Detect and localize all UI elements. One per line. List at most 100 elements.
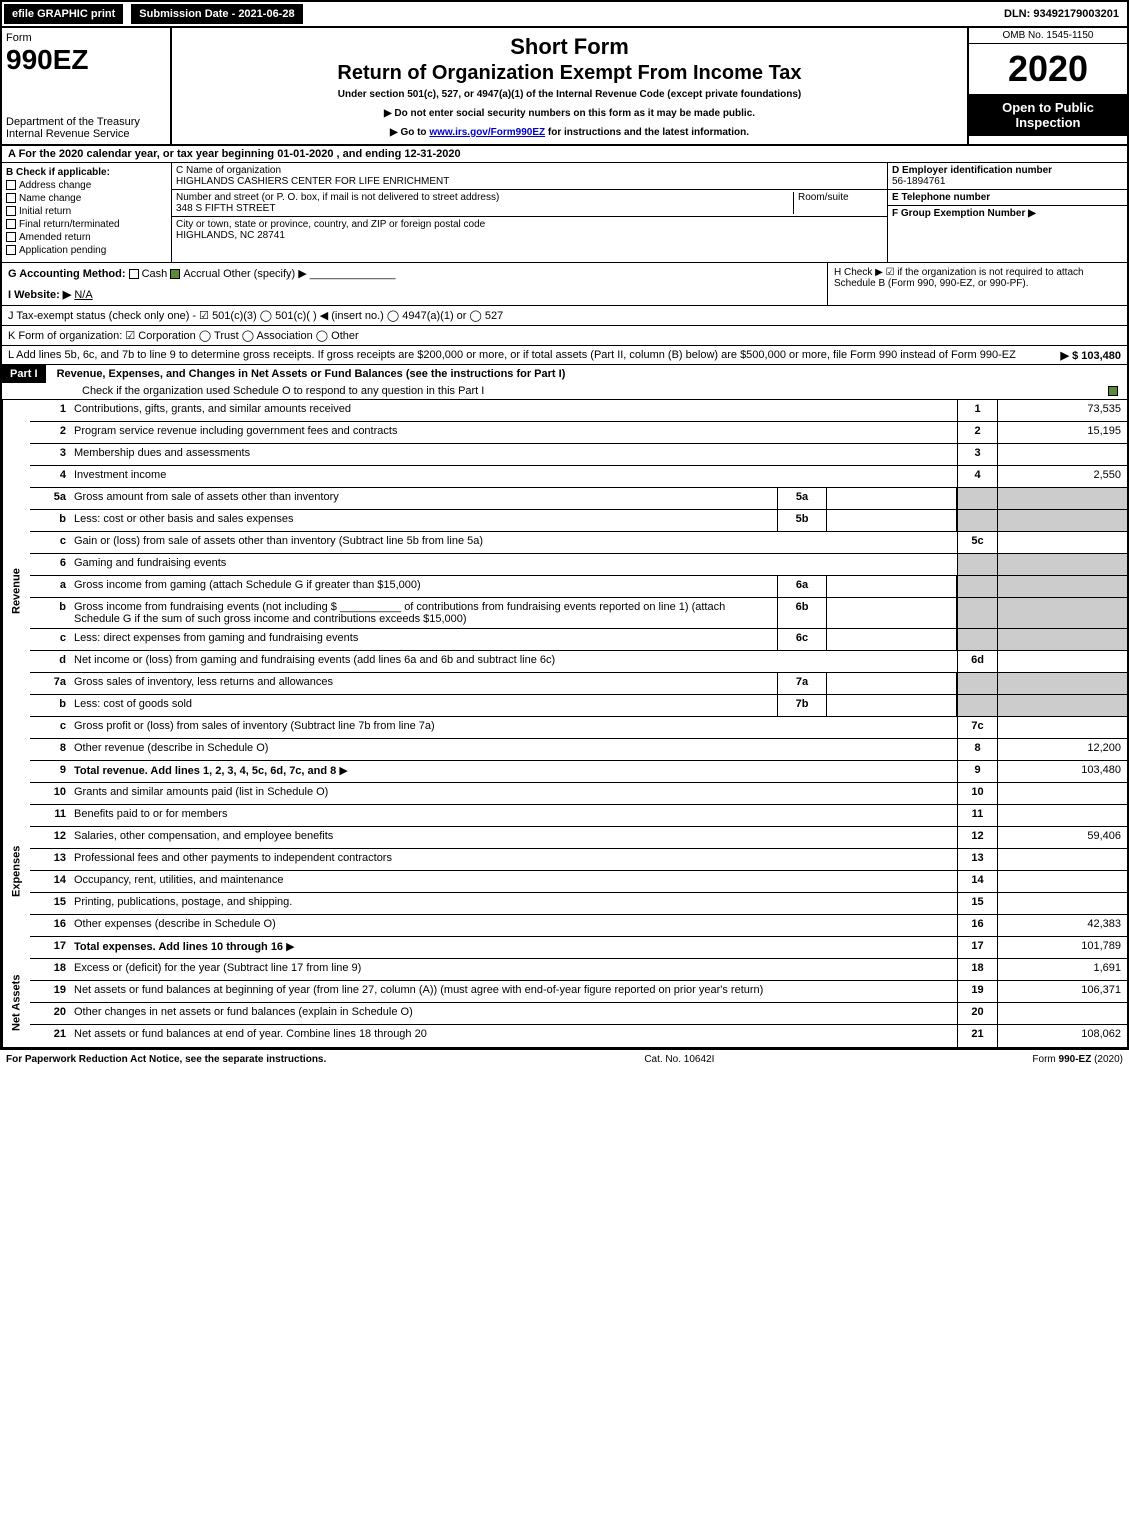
- chk-initial-return[interactable]: Initial return: [6, 206, 167, 217]
- line-6c: cLess: direct expenses from gaming and f…: [30, 629, 1127, 651]
- chk-application-pending[interactable]: Application pending: [6, 245, 167, 256]
- l6b-bv: [827, 598, 957, 628]
- note-goto-pre: ▶ Go to: [390, 127, 429, 138]
- line-21: 21Net assets or fund balances at end of …: [30, 1025, 1127, 1047]
- title-return: Return of Organization Exempt From Incom…: [178, 62, 961, 85]
- line-18: 18Excess or (deficit) for the year (Subt…: [30, 959, 1127, 981]
- part1-check-text: Check if the organization used Schedule …: [82, 385, 484, 397]
- l16-num: 16: [30, 915, 70, 936]
- row-l: L Add lines 5b, 6c, and 7b to line 9 to …: [0, 346, 1129, 365]
- line-15: 15Printing, publications, postage, and s…: [30, 893, 1127, 915]
- l1-desc: Contributions, gifts, grants, and simila…: [70, 400, 957, 421]
- l6a-num: a: [30, 576, 70, 597]
- l6c-num: c: [30, 629, 70, 650]
- l4-rn: 4: [957, 466, 997, 487]
- efile-print-button[interactable]: efile GRAPHIC print: [4, 4, 123, 24]
- box-c: C Name of organization HIGHLANDS CASHIER…: [172, 163, 887, 262]
- l16-val: 42,383: [997, 915, 1127, 936]
- dept-label: Department of the Treasury: [6, 116, 166, 128]
- l6c-bv: [827, 629, 957, 650]
- l11-num: 11: [30, 805, 70, 826]
- l17-val: 101,789: [997, 937, 1127, 958]
- chk-address-change[interactable]: Address change: [6, 180, 167, 191]
- chk-cash[interactable]: [129, 269, 139, 279]
- l9-rn: 9: [957, 761, 997, 782]
- l19-val: 106,371: [997, 981, 1127, 1002]
- revenue-section: Revenue 1Contributions, gifts, grants, a…: [0, 400, 1129, 783]
- chk-accrual[interactable]: [170, 269, 180, 279]
- l15-num: 15: [30, 893, 70, 914]
- l7c-num: c: [30, 717, 70, 738]
- l18-num: 18: [30, 959, 70, 980]
- line-11: 11Benefits paid to or for members11: [30, 805, 1127, 827]
- chk-amended-return[interactable]: Amended return: [6, 232, 167, 243]
- l1-rn: 1: [957, 400, 997, 421]
- l4-desc: Investment income: [70, 466, 957, 487]
- dln-label: DLN: 93492179003201: [996, 4, 1127, 24]
- room-suite-label: Room/suite: [793, 192, 883, 214]
- footer-left: For Paperwork Reduction Act Notice, see …: [6, 1054, 326, 1065]
- l6b-box: 6b: [777, 598, 827, 628]
- l6c-rn: [957, 629, 997, 650]
- line-9: 9Total revenue. Add lines 1, 2, 3, 4, 5c…: [30, 761, 1127, 783]
- l17-num: 17: [30, 937, 70, 958]
- footer-mid: Cat. No. 10642I: [644, 1054, 714, 1065]
- part1-check-line: Check if the organization used Schedule …: [2, 383, 1127, 399]
- l8-rn: 8: [957, 739, 997, 760]
- line-6d: dNet income or (loss) from gaming and fu…: [30, 651, 1127, 673]
- l6c-desc: Less: direct expenses from gaming and fu…: [70, 629, 777, 650]
- line-20: 20Other changes in net assets or fund ba…: [30, 1003, 1127, 1025]
- l5c-val: [997, 532, 1127, 553]
- l7b-bv: [827, 695, 957, 716]
- l5a-desc: Gross amount from sale of assets other t…: [70, 488, 777, 509]
- l6a-box: 6a: [777, 576, 827, 597]
- l20-desc: Other changes in net assets or fund bala…: [70, 1003, 957, 1024]
- footer-right: Form 990-EZ (2020): [1032, 1054, 1123, 1065]
- chk-name-change[interactable]: Name change: [6, 193, 167, 204]
- l21-val: 108,062: [997, 1025, 1127, 1047]
- l1-num: 1: [30, 400, 70, 421]
- l6b-val: [997, 598, 1127, 628]
- submission-date-button[interactable]: Submission Date - 2021-06-28: [131, 4, 302, 24]
- chk-schedule-o[interactable]: [1108, 386, 1118, 396]
- opt-accrual: Accrual: [183, 268, 220, 280]
- line-10: 10Grants and similar amounts paid (list …: [30, 783, 1127, 805]
- l7c-desc: Gross profit or (loss) from sales of inv…: [70, 717, 957, 738]
- row-gh: G Accounting Method: Cash Accrual Other …: [0, 263, 1129, 306]
- l5a-num: 5a: [30, 488, 70, 509]
- chk-final-return[interactable]: Final return/terminated: [6, 219, 167, 230]
- l12-num: 12: [30, 827, 70, 848]
- revenue-vtab: Revenue: [2, 400, 30, 783]
- l10-desc: Grants and similar amounts paid (list in…: [70, 783, 957, 804]
- l6a-desc: Gross income from gaming (attach Schedul…: [70, 576, 777, 597]
- row-i-label: I Website: ▶: [8, 289, 71, 301]
- box-f-label: F Group Exemption Number ▶: [892, 208, 1123, 219]
- l6d-desc: Net income or (loss) from gaming and fun…: [70, 651, 957, 672]
- title-short-form: Short Form: [178, 34, 961, 60]
- l15-rn: 15: [957, 893, 997, 914]
- box-c-street-row: Number and street (or P. O. box, if mail…: [172, 190, 887, 217]
- org-city: HIGHLANDS, NC 28741: [176, 230, 883, 241]
- line-6b: bGross income from fundraising events (n…: [30, 598, 1127, 629]
- l19-num: 19: [30, 981, 70, 1002]
- tax-year: 2020: [969, 44, 1127, 94]
- l3-val: [997, 444, 1127, 465]
- line-6: 6Gaming and fundraising events: [30, 554, 1127, 576]
- irs-link[interactable]: www.irs.gov/Form990EZ: [429, 127, 545, 138]
- l12-rn: 12: [957, 827, 997, 848]
- l7b-box: 7b: [777, 695, 827, 716]
- l10-val: [997, 783, 1127, 804]
- l2-val: 15,195: [997, 422, 1127, 443]
- line-19: 19Net assets or fund balances at beginni…: [30, 981, 1127, 1003]
- header-left: Form 990EZ Department of the Treasury In…: [2, 28, 172, 144]
- page-footer: For Paperwork Reduction Act Notice, see …: [0, 1049, 1129, 1069]
- irs-label: Internal Revenue Service: [6, 128, 166, 140]
- l11-val: [997, 805, 1127, 826]
- l20-rn: 20: [957, 1003, 997, 1024]
- l13-rn: 13: [957, 849, 997, 870]
- l14-rn: 14: [957, 871, 997, 892]
- form-word: Form: [6, 32, 166, 44]
- l5a-box: 5a: [777, 488, 827, 509]
- l7b-desc: Less: cost of goods sold: [70, 695, 777, 716]
- note-ssn: ▶ Do not enter social security numbers o…: [178, 108, 961, 119]
